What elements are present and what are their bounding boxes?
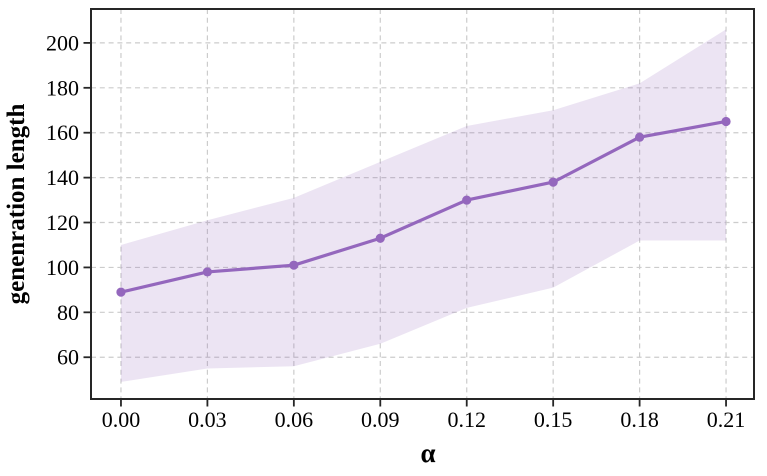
data-point-marker: [462, 195, 472, 205]
data-point-marker: [635, 132, 645, 142]
x-tick-label: 0.21: [707, 407, 746, 432]
data-point-marker: [289, 260, 299, 270]
x-tick-label: 0.09: [361, 407, 400, 432]
data-point-marker: [116, 287, 126, 297]
data-point-marker: [721, 116, 731, 127]
y-axis-label: genenration length: [3, 104, 30, 305]
data-point-marker: [202, 267, 213, 277]
data-line: [119, 119, 728, 294]
x-tick-label: 0.06: [275, 407, 314, 432]
data-point-marker: [375, 233, 385, 243]
data-point-marker: [548, 177, 558, 187]
y-tick-label: 160: [46, 120, 79, 145]
y-tick-label: 60: [57, 345, 79, 370]
plot-area: 0.00 0.03 0.06 0.09 0.12 0.15 0.18 0.21 60 80 100 1…: [46, 8, 755, 432]
y-tick-label: 200: [46, 30, 79, 55]
x-tick-label: 0.03: [188, 407, 227, 432]
x-tick-label: 0.18: [620, 407, 659, 432]
confidence-band: [120, 29, 727, 382]
y-tick-label: 120: [46, 210, 79, 235]
x-tick-label: 0.15: [534, 407, 573, 432]
x-tick-label: 0.00: [102, 407, 141, 432]
y-tick-label: 100: [46, 255, 79, 280]
y-tick-label: 140: [46, 165, 79, 190]
plot-border: [90, 8, 755, 400]
x-tick-label: 0.12: [447, 407, 486, 432]
y-tick-label: 80: [57, 300, 79, 325]
x-axis-label: α: [420, 438, 435, 468]
y-tick-label: 180: [46, 75, 79, 100]
